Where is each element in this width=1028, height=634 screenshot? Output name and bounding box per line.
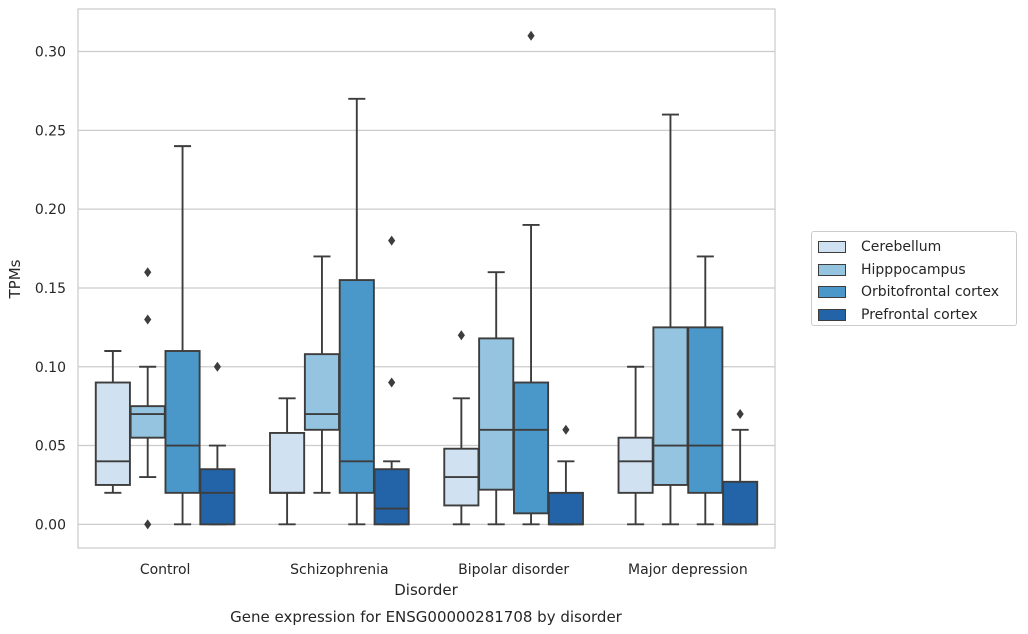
y-tick-labels: 0.00 0.05 0.10 0.15 0.20 0.25 0.30	[35, 45, 66, 534]
box-group	[617, 365, 654, 526]
legend-label-cerebellum: Cerebellum	[861, 239, 942, 256]
box-group	[443, 330, 480, 526]
legend-label-orbitofrontal-cortex: Orbitofrontal cortex	[861, 284, 999, 301]
legend-swatch-hippocampus	[818, 263, 846, 276]
box-group	[269, 397, 306, 526]
outlier-marker	[457, 330, 465, 341]
legend-label-hippocampus: Hipppocampus	[861, 261, 966, 278]
y-axis-label: TPMs	[6, 259, 24, 299]
box-group	[513, 30, 550, 526]
y-tick-label: 0.15	[35, 281, 66, 297]
box	[164, 350, 201, 494]
box-group	[129, 267, 166, 530]
box	[338, 279, 375, 494]
legend: Cerebellum Hipppocampus Orbitofrontal co…	[811, 231, 1017, 326]
box	[129, 405, 166, 439]
y-tick-label: 0.20	[35, 202, 66, 218]
outlier-marker	[527, 30, 535, 41]
legend-item-prefrontal-cortex: Prefrontal cortex	[818, 304, 1016, 327]
box	[269, 432, 306, 494]
y-tick-label: 0.10	[35, 360, 66, 376]
outlier-marker	[144, 519, 152, 530]
legend-swatch-orbitofrontal-cortex	[818, 286, 846, 299]
outlier-marker	[388, 235, 396, 246]
box	[303, 353, 340, 431]
box-group	[373, 235, 410, 526]
x-axis-label: Disorder	[394, 581, 458, 599]
box-group	[338, 97, 375, 526]
legend-item-orbitofrontal-cortex: Orbitofrontal cortex	[818, 281, 1016, 304]
outlier-marker	[388, 377, 396, 388]
x-tick-label: Control	[140, 562, 191, 578]
plot-frame	[77, 8, 776, 549]
box	[652, 326, 689, 486]
box	[94, 381, 131, 486]
outlier-marker	[736, 409, 744, 420]
x-tick-label: Major depression	[628, 562, 748, 578]
outlier-marker	[213, 361, 221, 372]
box-group	[303, 255, 340, 494]
x-tick-label: Schizophrenia	[290, 562, 388, 578]
box	[617, 436, 654, 494]
y-tick-label: 0.30	[35, 45, 66, 61]
outlier-marker	[144, 267, 152, 278]
outlier-marker	[144, 314, 152, 325]
x-tick-labels: Control Schizophrenia Bipolar disorder Majo…	[140, 562, 748, 578]
box-group	[164, 145, 201, 526]
x-tick-label: Bipolar disorder	[458, 562, 569, 578]
box	[687, 326, 724, 494]
boxes	[94, 30, 759, 530]
box-group	[199, 361, 236, 526]
box-group	[547, 424, 584, 526]
legend-swatch-cerebellum	[818, 241, 846, 254]
y-tick-label: 0.05	[35, 439, 66, 455]
outlier-marker	[562, 424, 570, 435]
box	[199, 468, 236, 526]
y-tick-label: 0.00	[35, 517, 66, 533]
box	[513, 381, 550, 515]
box	[722, 480, 759, 526]
legend-item-hippocampus: Hipppocampus	[818, 259, 1016, 282]
box-group	[722, 409, 759, 526]
box-group	[478, 271, 515, 526]
box-group	[652, 113, 689, 526]
y-tick-label: 0.25	[35, 123, 66, 139]
chart-caption: Gene expression for ENSG00000281708 by d…	[230, 608, 623, 626]
legend-item-cerebellum: Cerebellum	[818, 236, 1016, 259]
box	[373, 468, 410, 526]
box	[547, 491, 584, 526]
legend-swatch-prefrontal-cortex	[818, 308, 846, 321]
legend-label-prefrontal-cortex: Prefrontal cortex	[861, 306, 978, 323]
box	[478, 337, 515, 491]
box-group	[94, 350, 131, 494]
box-group	[687, 255, 724, 526]
